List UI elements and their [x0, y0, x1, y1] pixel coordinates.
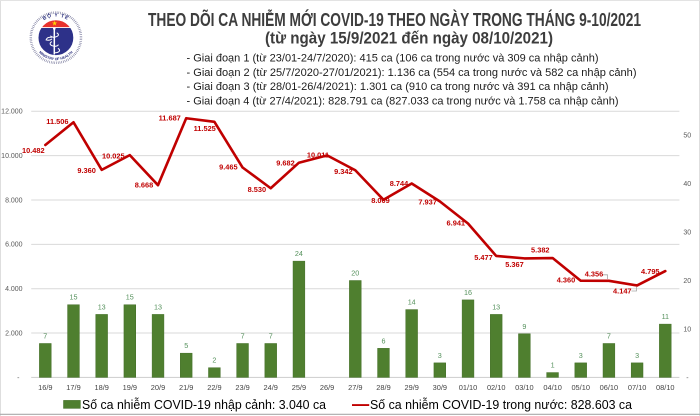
svg-text:10.000: 10.000 [1, 153, 23, 160]
svg-text:BỘ Y TẾ: BỘ Y TẾ [42, 11, 71, 22]
svg-text:-: - [686, 375, 689, 382]
svg-text:26/9: 26/9 [320, 383, 334, 392]
svg-text:28/9: 28/9 [376, 383, 390, 392]
svg-text:7: 7 [607, 332, 611, 341]
svg-text:5.367: 5.367 [505, 260, 524, 269]
svg-text:4.000: 4.000 [5, 286, 23, 293]
svg-text:15: 15 [70, 293, 78, 302]
svg-text:23/9: 23/9 [235, 383, 249, 392]
svg-text:16/9: 16/9 [38, 383, 52, 392]
svg-text:10.482: 10.482 [22, 146, 45, 155]
svg-text:27/9: 27/9 [348, 383, 362, 392]
svg-text:3: 3 [438, 351, 442, 360]
svg-text:07/10: 07/10 [628, 383, 647, 392]
svg-text:4.360: 4.360 [557, 275, 576, 284]
svg-text:2.000: 2.000 [5, 330, 23, 337]
svg-text:Số ca nhiễm COVID-19 nhập cảnh: Số ca nhiễm COVID-19 nhập cảnh: 3.040 ca [82, 397, 326, 412]
svg-text:24: 24 [295, 249, 303, 258]
svg-text:04/10: 04/10 [543, 383, 562, 392]
svg-text:13: 13 [98, 302, 106, 311]
svg-text:9.682: 9.682 [276, 159, 295, 168]
svg-text:18/9: 18/9 [95, 383, 109, 392]
svg-text:8.009: 8.009 [371, 196, 390, 205]
svg-text:7.937: 7.937 [418, 198, 437, 207]
svg-text:06/10: 06/10 [600, 383, 619, 392]
svg-text:10.011: 10.011 [307, 151, 329, 160]
svg-text:02/10: 02/10 [487, 383, 506, 392]
svg-text:2: 2 [212, 356, 216, 365]
svg-text:01/10: 01/10 [459, 383, 478, 392]
svg-text:21/9: 21/9 [179, 383, 193, 392]
svg-text:3: 3 [635, 351, 639, 360]
svg-text:8.744: 8.744 [390, 179, 409, 188]
svg-text:11: 11 [662, 312, 669, 321]
svg-text:6.000: 6.000 [5, 242, 23, 249]
svg-text:- Giai đoạn 4 (từ 27/4/2021):: - Giai đoạn 4 (từ 27/4/2021): 828.791 ca… [187, 96, 619, 108]
svg-text:-: - [17, 375, 20, 382]
svg-text:Số ca nhiễm COVID-19 trong nướ: Số ca nhiễm COVID-19 trong nước: 828.603… [370, 397, 632, 412]
svg-text:29/9: 29/9 [405, 383, 419, 392]
svg-text:17/9: 17/9 [66, 383, 80, 392]
svg-text:8.000: 8.000 [5, 197, 23, 204]
svg-text:5: 5 [184, 341, 188, 350]
svg-text:12.000: 12.000 [1, 109, 23, 116]
svg-text:6: 6 [382, 336, 386, 345]
svg-text:4.147: 4.147 [613, 286, 632, 295]
svg-text:4.356: 4.356 [585, 270, 604, 279]
svg-text:50: 50 [683, 133, 691, 140]
svg-text:11.687: 11.687 [159, 114, 181, 123]
svg-text:25/9: 25/9 [292, 383, 306, 392]
svg-text:16: 16 [464, 288, 472, 297]
svg-text:4.795: 4.795 [641, 267, 660, 276]
svg-text:03/10: 03/10 [515, 383, 534, 392]
svg-text:THEO DÕI CA NHIỄM MỚI COVID-19: THEO DÕI CA NHIỄM MỚI COVID-19 THEO NGÀY… [148, 9, 641, 30]
svg-text:13: 13 [154, 302, 162, 311]
svg-text:- Giai đoạn 2 (từ 25/7/2020-27: - Giai đoạn 2 (từ 25/7/2020-27/01/2021):… [187, 67, 637, 79]
svg-text:19/9: 19/9 [123, 383, 137, 392]
svg-text:20: 20 [351, 269, 359, 278]
svg-text:10.025: 10.025 [102, 152, 125, 161]
svg-text:11.525: 11.525 [194, 124, 216, 133]
svg-text:24/9: 24/9 [264, 383, 278, 392]
svg-text:30: 30 [683, 229, 691, 236]
svg-text:11.506: 11.506 [46, 117, 68, 126]
svg-text:22/9: 22/9 [207, 383, 221, 392]
svg-text:3: 3 [579, 351, 583, 360]
svg-text:05/10: 05/10 [571, 383, 590, 392]
svg-text:9.342: 9.342 [334, 167, 353, 176]
svg-text:7: 7 [43, 332, 47, 341]
svg-text:8.668: 8.668 [135, 180, 154, 189]
svg-text:7: 7 [269, 332, 273, 341]
svg-text:6.941: 6.941 [447, 219, 466, 228]
svg-text:8.530: 8.530 [248, 185, 267, 194]
svg-text:5.477: 5.477 [474, 253, 493, 262]
svg-text:40: 40 [683, 181, 691, 188]
svg-text:15: 15 [126, 293, 134, 302]
svg-text:14: 14 [408, 298, 416, 307]
svg-text:10: 10 [683, 326, 691, 333]
svg-text:- Giai đoạn 3 (từ 28/01-26/4/2: - Giai đoạn 3 (từ 28/01-26/4/2021): 1.30… [187, 81, 609, 93]
svg-text:20: 20 [683, 278, 691, 285]
svg-text:7: 7 [241, 332, 245, 341]
svg-text:08/10: 08/10 [656, 383, 675, 392]
svg-text:5.382: 5.382 [531, 245, 550, 254]
svg-text:13: 13 [492, 302, 500, 311]
svg-text:9.360: 9.360 [77, 166, 96, 175]
svg-text:9.465: 9.465 [219, 162, 238, 171]
svg-text:(từ ngày 15/9/2021 đến ngày 08: (từ ngày 15/9/2021 đến ngày 08/10/2021) [265, 29, 553, 48]
svg-text:30/9: 30/9 [433, 383, 447, 392]
svg-text:9: 9 [522, 322, 526, 331]
svg-text:1: 1 [551, 361, 555, 370]
svg-text:20/9: 20/9 [151, 383, 165, 392]
svg-text:- Giai đoạn 1 (từ 23/01-24/7/2: - Giai đoạn 1 (từ 23/01-24/7/2020): 415 … [187, 53, 599, 65]
